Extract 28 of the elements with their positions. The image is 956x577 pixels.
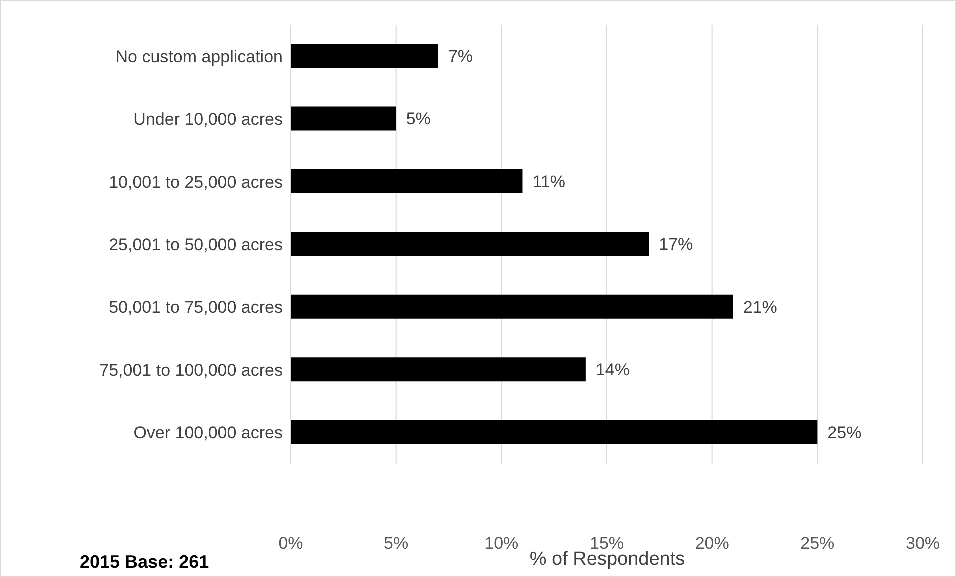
bar	[291, 169, 523, 194]
y-tick-label: 25,001 to 50,000 acres	[109, 236, 283, 255]
y-tick-label: 10,001 to 25,000 acres	[109, 172, 283, 192]
y-tick-label: Under 10,000 acres	[134, 110, 283, 130]
y-tick-label: 75,001 to 100,000 acres	[100, 360, 283, 380]
bar	[291, 106, 396, 131]
y-tick-label: Over 100,000 acres	[134, 424, 283, 443]
data-label: 5%	[406, 110, 431, 129]
bar	[291, 294, 734, 319]
data-label: 7%	[448, 47, 474, 66]
bar	[291, 420, 818, 444]
x-tick-label: 25%	[800, 534, 835, 554]
data-label: 17%	[659, 235, 694, 254]
data-label: 14%	[596, 360, 630, 380]
data-label: 21%	[743, 298, 778, 317]
x-tick-label: 10%	[484, 534, 519, 554]
bar	[291, 358, 586, 382]
y-tick-label: No custom application	[116, 47, 283, 66]
bar	[291, 44, 438, 68]
data-label: 11%	[532, 172, 566, 192]
text: 2015 Base: 261	[80, 552, 210, 573]
x-tick-label: 20%	[695, 534, 730, 554]
y-tick-label: 50,001 to 75,000 acres	[109, 298, 283, 318]
x-tick-label: 0%	[278, 534, 304, 554]
x-tick-label: 5%	[384, 534, 409, 554]
bar	[291, 232, 650, 256]
data-label: 25%	[828, 423, 862, 442]
x-tick-label: 30%	[906, 534, 940, 554]
